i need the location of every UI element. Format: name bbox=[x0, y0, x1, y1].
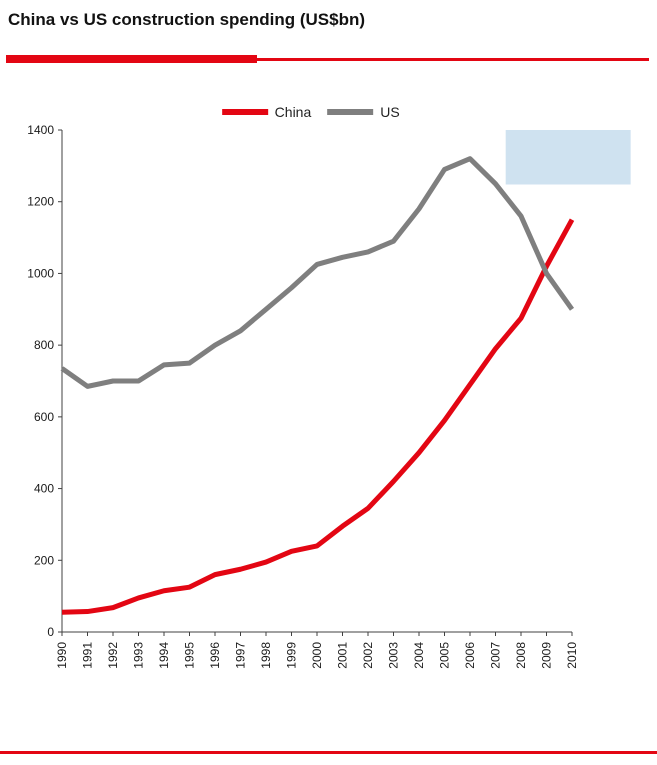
x-axis-label: 2005 bbox=[438, 642, 452, 669]
china-line-swatch bbox=[221, 109, 268, 115]
y-axis-label: 1400 bbox=[27, 123, 54, 137]
x-axis-label: 2002 bbox=[361, 642, 375, 669]
x-axis-label: 1997 bbox=[234, 642, 248, 669]
x-axis-label: 2010 bbox=[565, 642, 579, 669]
footer-divider bbox=[0, 751, 657, 754]
highlight-box bbox=[505, 130, 631, 185]
x-axis-label: 1991 bbox=[81, 642, 95, 669]
y-axis-label: 1200 bbox=[27, 195, 54, 209]
legend-item-us: US bbox=[327, 104, 400, 120]
title-divider-thick-bar bbox=[6, 55, 257, 63]
y-axis-label: 1000 bbox=[27, 266, 54, 280]
legend-label-china: China bbox=[274, 104, 312, 120]
x-axis-label: 1999 bbox=[285, 642, 299, 669]
y-axis-label: 600 bbox=[34, 410, 54, 424]
y-axis-label: 800 bbox=[34, 338, 54, 352]
x-axis-label: 1993 bbox=[132, 642, 146, 669]
x-axis-label: 2003 bbox=[387, 642, 401, 669]
x-axis-label: 1990 bbox=[55, 642, 69, 669]
x-axis-label: 2007 bbox=[489, 642, 503, 669]
x-axis-label: 2001 bbox=[336, 642, 350, 669]
y-axis-label: 400 bbox=[34, 482, 54, 496]
x-axis-label: 1994 bbox=[157, 642, 171, 669]
y-axis-label: 200 bbox=[34, 553, 54, 567]
x-axis-label: 2008 bbox=[514, 642, 528, 669]
y-axis-label: 0 bbox=[47, 625, 54, 639]
chart-area: China US 0 200 400 600 800 1000 1200 1400 1990 19… bbox=[0, 92, 657, 707]
title-divider-thin-line bbox=[6, 58, 649, 61]
china-line bbox=[61, 218, 575, 615]
legend-label-us: US bbox=[380, 104, 400, 120]
x-axis-label: 1996 bbox=[208, 642, 222, 669]
legend-item-china: China bbox=[221, 104, 312, 120]
title-divider bbox=[6, 55, 649, 63]
us-line bbox=[60, 156, 575, 389]
chart-canvas: 0 200 400 600 800 1000 1200 1400 1990 1991 1992 199… bbox=[27, 123, 631, 669]
x-axis-label: 2006 bbox=[463, 642, 477, 669]
chart-title: China vs US construction spending (US$bn… bbox=[8, 10, 366, 29]
x-axis-label: 2000 bbox=[310, 642, 324, 669]
x-axis-label: 2009 bbox=[540, 642, 554, 669]
x-axis-label: 1998 bbox=[259, 642, 273, 669]
x-axis-label: 1995 bbox=[183, 642, 197, 669]
x-axis-label: 1992 bbox=[106, 642, 120, 669]
x-axis-label: 2004 bbox=[412, 642, 426, 669]
us-line-swatch bbox=[327, 109, 374, 115]
legend: China US bbox=[221, 104, 400, 120]
